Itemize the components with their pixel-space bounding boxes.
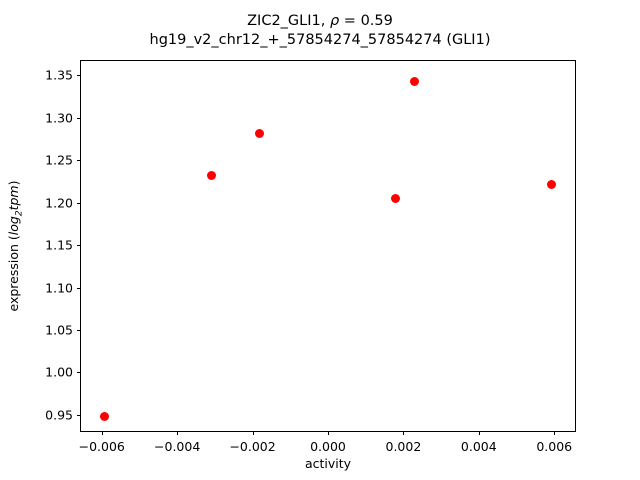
- y-axis-tick-label: 1.05: [45, 322, 73, 338]
- x-axis-tick: [328, 431, 329, 435]
- y-axis-label-suffix: ): [5, 180, 21, 186]
- data-point: [255, 128, 265, 138]
- y-axis-tick-label: 1.00: [45, 364, 73, 380]
- plot-axes: 0.95 1.00 1.05 1.10 1.15 1.20 1.25 1.30 1.35 −0.0…: [45, 60, 576, 454]
- x-axis-tick-label: 0.006: [536, 439, 573, 454]
- x-axis-tick: [554, 431, 556, 435]
- y-axis-tick: [77, 287, 81, 289]
- data-point: [391, 194, 400, 204]
- data-point: [100, 411, 110, 421]
- y-axis-tick: [77, 117, 81, 119]
- x-axis-tick-label: 0.002: [385, 439, 422, 454]
- y-axis-tick-label: 1.35: [45, 67, 73, 83]
- y-axis-label-math: log2tpm: [5, 185, 25, 236]
- data-point: [207, 171, 217, 181]
- y-axis-tick: [77, 372, 81, 374]
- data-point: [546, 180, 556, 190]
- y-axis-tick-label: 1.25: [45, 152, 73, 168]
- y-axis-tick: [77, 414, 81, 416]
- chart-subtitle: hg19_v2_chr12_+_57854274_57854274 (GLI1): [149, 32, 491, 48]
- y-axis-tick-label: 1.10: [45, 280, 73, 296]
- x-axis-label: activity: [304, 456, 352, 471]
- chart-title-prefix: ZIC2_GLI1,: [247, 13, 330, 29]
- rho-symbol: ρ: [329, 13, 340, 29]
- y-axis-label: expression (log2tpm): [6, 181, 25, 312]
- x-axis-tick: [177, 431, 179, 435]
- x-axis-tick-label: −0.006: [78, 439, 125, 454]
- y-axis-label-tpm: tpm: [5, 185, 21, 211]
- y-axis-label-log: log: [5, 216, 21, 236]
- data-point: [409, 77, 419, 87]
- y-axis-tick: [77, 330, 81, 331]
- y-axis-label-subscript: 2: [14, 210, 25, 217]
- x-axis-tick-label: 0.004: [460, 439, 497, 454]
- x-axis-tick-label: −0.004: [154, 439, 201, 454]
- x-axis-tick: [478, 431, 480, 435]
- y-axis-label-container: expression (log2tpm): [0, 60, 30, 432]
- x-axis-tick: [252, 431, 254, 435]
- y-axis-tick-label: 1.15: [45, 237, 73, 253]
- y-axis-tick-label: 1.20: [45, 195, 73, 211]
- chart-title-line-1: ZIC2_GLI1, ρ = 0.59: [0, 12, 640, 31]
- plot-data-area: [81, 61, 575, 431]
- chart-title-rho-value: = 0.59: [339, 13, 393, 29]
- y-axis-tick: [77, 75, 81, 77]
- y-axis-tick: [77, 202, 81, 204]
- x-axis-tick-label: 0.000: [310, 439, 346, 454]
- chart-title: ZIC2_GLI1, ρ = 0.59 hg19_v2_chr12_+_5785…: [0, 12, 640, 50]
- y-axis-tick: [77, 245, 81, 247]
- x-axis-tick: [403, 431, 405, 435]
- x-axis-tick: [101, 431, 103, 435]
- y-axis-tick-label: 1.30: [45, 110, 73, 126]
- y-axis-label-prefix: expression (: [5, 235, 21, 312]
- y-axis-tick: [77, 160, 81, 162]
- x-axis-tick-label: −0.002: [229, 439, 276, 454]
- y-axis-tick-label: 0.95: [45, 407, 73, 423]
